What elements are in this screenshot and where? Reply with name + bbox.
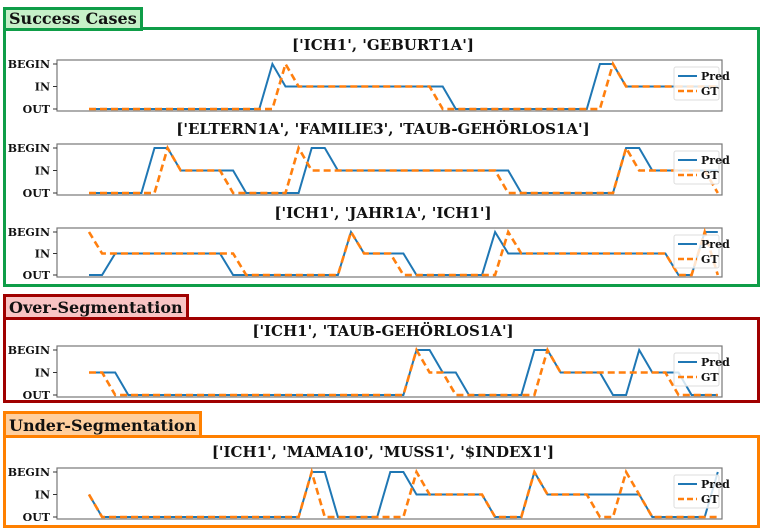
y-tick-label: IN — [35, 489, 50, 502]
y-tick-label: OUT — [23, 269, 51, 280]
success-cases-label: Success Cases — [3, 7, 143, 31]
success-cases-frame — [3, 27, 760, 287]
y-tick-label: BEGIN — [8, 466, 50, 479]
pred-legend-label: Pred — [701, 478, 730, 491]
gt-legend-label: GT — [701, 85, 719, 98]
y-tick-label: IN — [35, 367, 50, 380]
y-tick-label: BEGIN — [8, 344, 50, 357]
gt-series-line — [89, 60, 718, 111]
gt-series-line — [87, 227, 720, 277]
legend: Pred GT — [673, 66, 730, 101]
pred-series-line — [88, 469, 719, 518]
gt-series-line — [89, 144, 719, 195]
y-tick-label: BEGIN — [8, 58, 50, 71]
y-tick-label: IN — [35, 81, 50, 94]
chart-1: OUT IN BEGIN Pred GT — [8, 58, 730, 114]
legend: Pred GT — [673, 150, 730, 185]
y-tick-label: OUT — [23, 103, 51, 114]
gt-legend-label: GT — [701, 253, 719, 266]
y-tick-label: IN — [35, 248, 50, 261]
chart-title-1: ['ICH1', 'GEBURT1A'] — [291, 36, 474, 54]
y-tick-label: IN — [35, 165, 50, 178]
chart-title-5: ['ICH1', 'MAMA10', 'MUSS1', '$INDEX1'] — [211, 443, 555, 461]
legend: Pred GT — [673, 352, 730, 387]
y-tick-label: OUT — [23, 511, 51, 522]
pred-series-line — [89, 347, 718, 396]
legend: Pred GT — [673, 234, 730, 269]
chart-2: OUT IN BEGIN Pred GT — [8, 142, 730, 198]
chart-5: OUT IN BEGIN Pred GT — [8, 466, 730, 522]
y-tick-label: BEGIN — [8, 142, 50, 155]
under-segmentation-frame — [3, 435, 760, 528]
under-segmentation-label: Under-Segmentation — [3, 411, 203, 438]
pred-legend-label: Pred — [701, 238, 730, 251]
gt-series-line — [89, 346, 718, 397]
chart-3: OUT IN BEGIN Pred GT — [8, 226, 730, 280]
chart-title-4: ['ICH1', 'TAUB-GEHÖRLOS1A'] — [252, 322, 514, 340]
pred-legend-label: Pred — [701, 154, 730, 167]
chart-4: OUT IN BEGIN Pred GT — [8, 344, 730, 400]
pred-legend-label: Pred — [701, 70, 730, 83]
y-tick-label: OUT — [23, 187, 51, 198]
y-tick-label: OUT — [23, 389, 51, 400]
over-segmentation-frame — [3, 317, 760, 403]
y-tick-label: BEGIN — [8, 226, 50, 239]
over-segmentation-label: Over-Segmentation — [3, 294, 189, 320]
gt-legend-label: GT — [701, 371, 719, 384]
chart-title-3: ['ICH1', 'JAHR1A', 'ICH1'] — [274, 204, 492, 222]
gt-legend-label: GT — [701, 493, 719, 506]
pred-legend-label: Pred — [701, 356, 730, 369]
chart-title-2: ['ELTERN1A', 'FAMILIE3', 'TAUB-GEHÖRLOS1… — [176, 120, 590, 138]
gt-legend-label: GT — [701, 169, 719, 182]
legend: Pred GT — [673, 474, 730, 509]
